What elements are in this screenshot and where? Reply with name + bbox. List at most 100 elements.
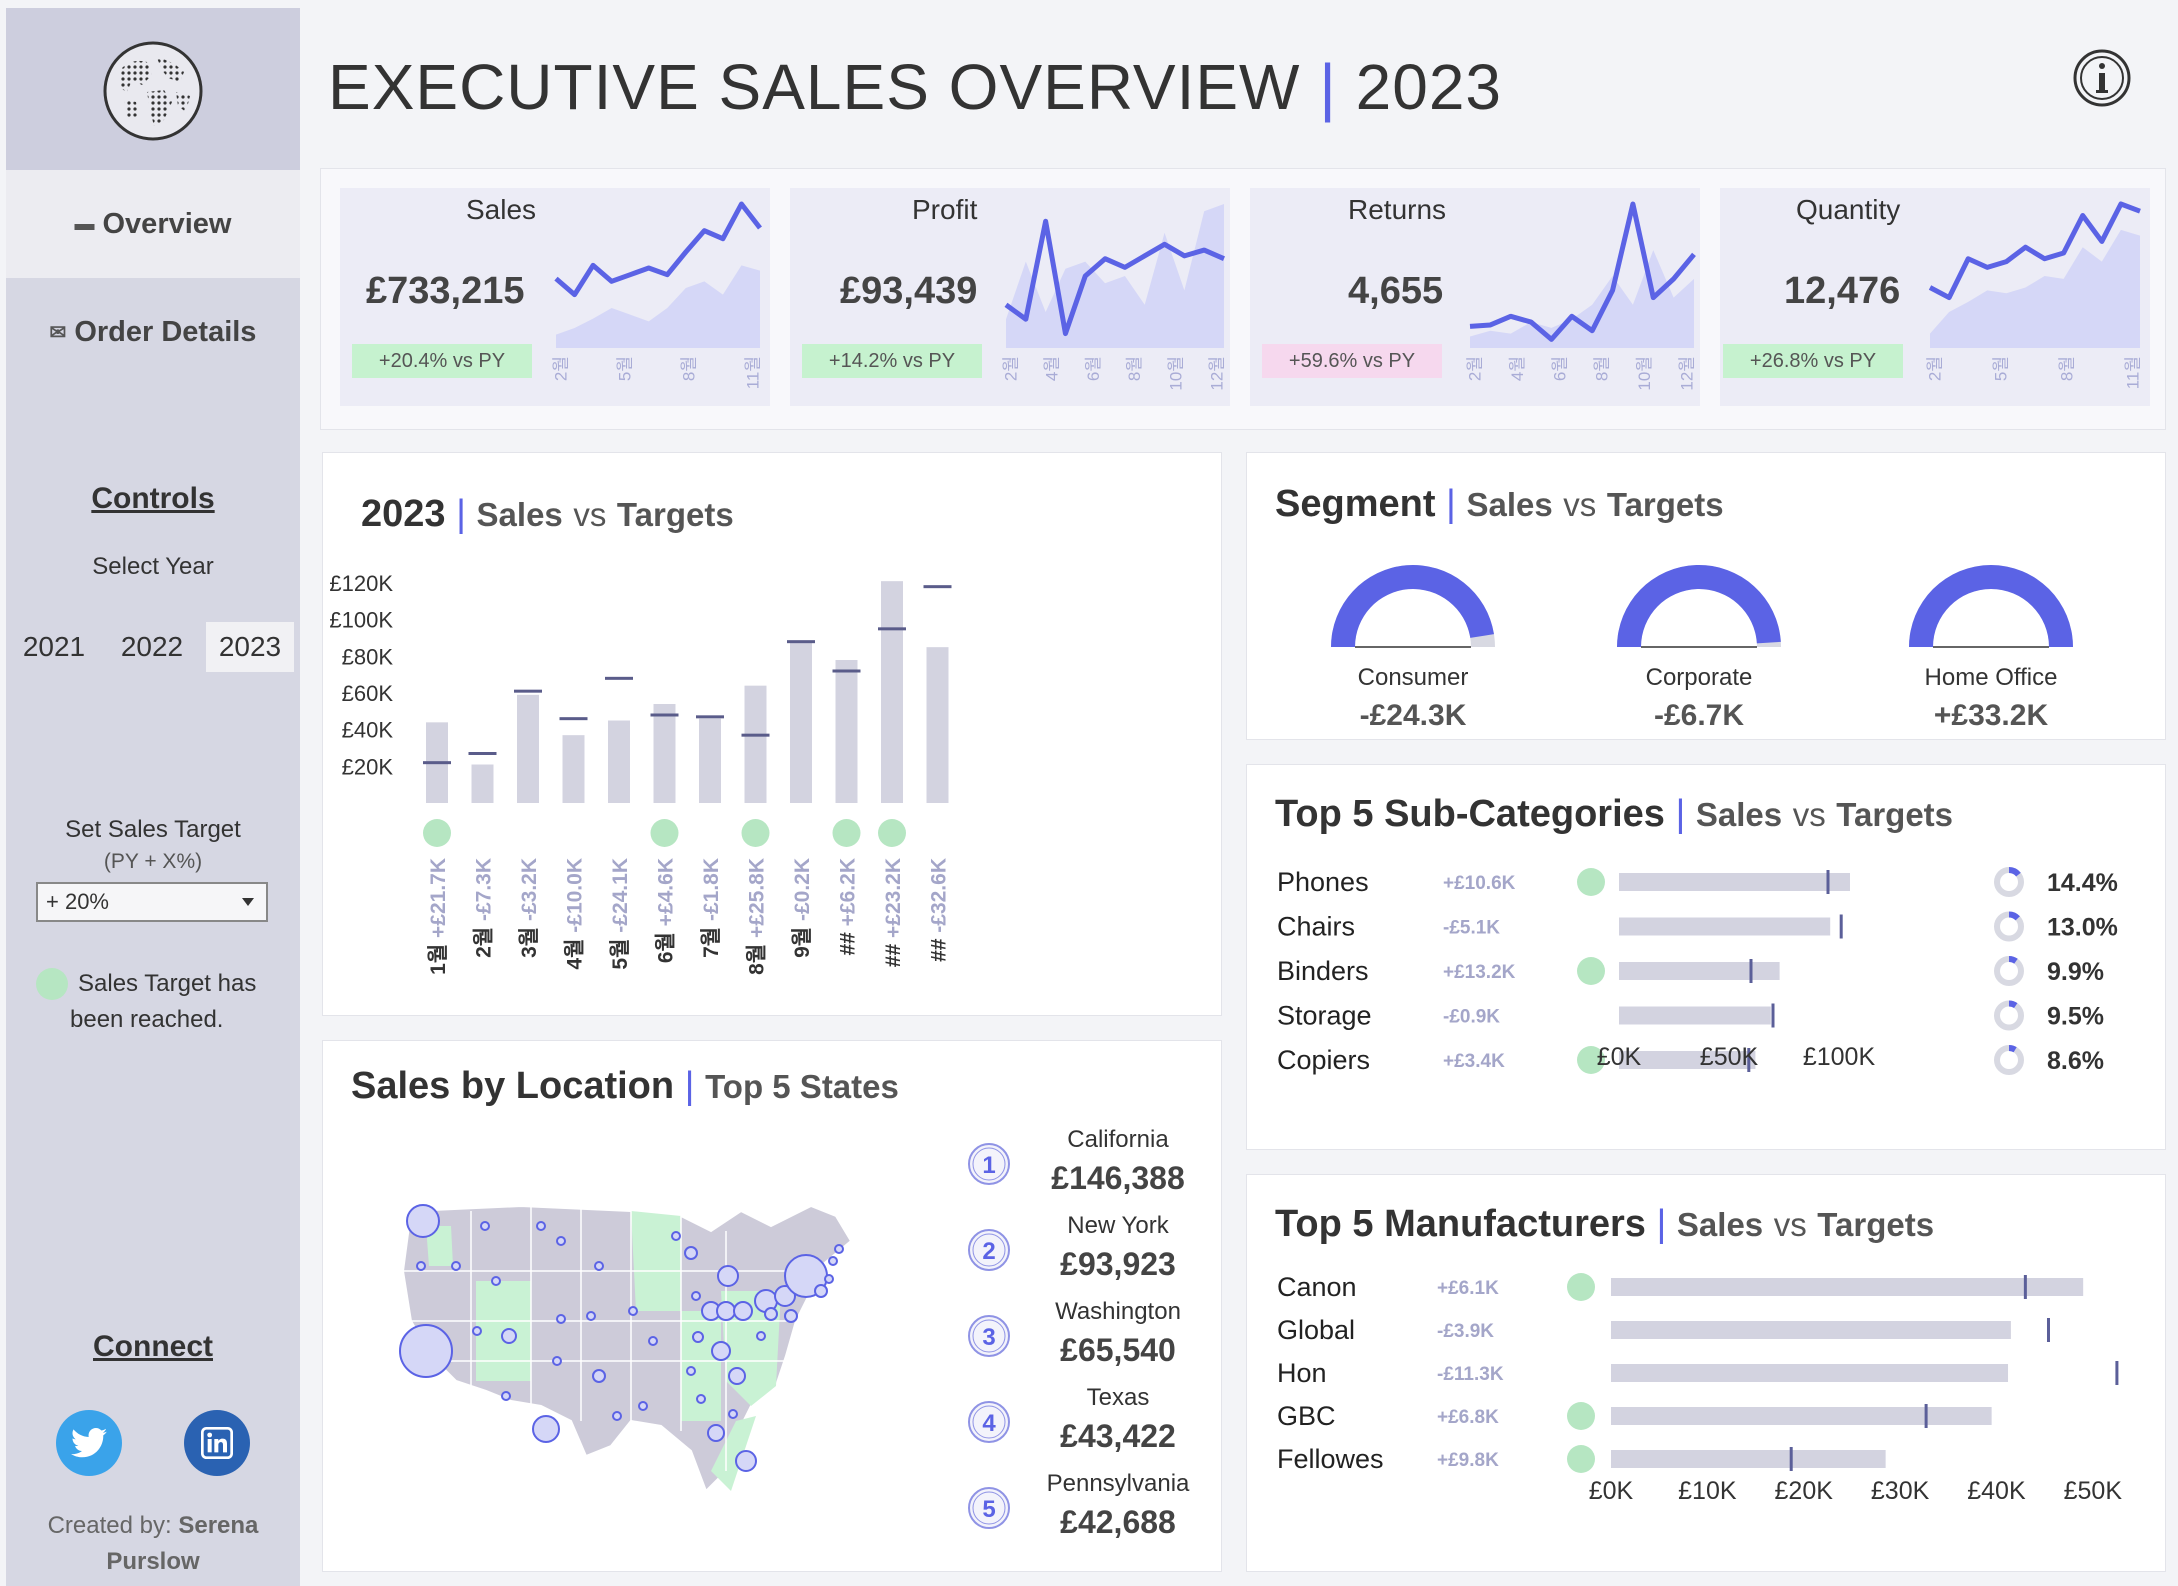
map-bubble <box>671 1231 681 1241</box>
map-bubble <box>472 1326 482 1336</box>
segment-gauges: Consumer -£24.3K Corporate -£6.7K Home Offic… <box>1331 565 2073 732</box>
month-label: ## +£6.2K <box>837 858 860 956</box>
nav-order-details[interactable]: ✉ Order Details <box>6 278 300 386</box>
sales-bar <box>471 764 494 803</box>
sparkline-month-label: 4월 <box>1508 356 1527 381</box>
nav-overview[interactable]: ▬ Overview <box>6 170 300 278</box>
map-bubble <box>451 1261 461 1271</box>
location-title: Sales by Location | Top 5 States <box>351 1065 899 1108</box>
diff-label: +£13.2K <box>1443 962 1516 983</box>
map-bubble <box>735 1450 757 1472</box>
y-axis-tick-label: £120K <box>329 571 393 596</box>
year-2021-button[interactable]: 2021 <box>22 631 86 662</box>
envelope-icon: ✉ <box>49 321 67 344</box>
manuf-title-sub: Sales <box>1676 1206 1764 1243</box>
sparkline-month-label: 8월 <box>1593 356 1612 381</box>
target-marker <box>2046 1318 2050 1342</box>
month-label: 4월 -£10.0K <box>564 858 587 970</box>
target-met-dot <box>878 819 906 847</box>
sales-vs-targets-chart: £20K £40K £60K £80K £100K £120K 1월 +£21.7K 2월 -… <box>329 571 952 975</box>
sparkline-previous-year-area <box>1930 229 2140 348</box>
info-icon[interactable] <box>2072 48 2132 108</box>
sales-bar <box>1611 1364 2009 1382</box>
x-axis-tick-label: £10K <box>1678 1477 1737 1505</box>
state-name-1: California <box>1067 1126 1169 1153</box>
year-2023-button[interactable]: 2023 <box>206 622 294 672</box>
sparkline-previous-year-area <box>1006 204 1224 348</box>
target-met-dot <box>1567 1445 1595 1473</box>
month-name: ## <box>882 938 905 967</box>
sales-bar <box>1619 962 1780 980</box>
target-marker <box>514 689 542 693</box>
target-met-dot <box>741 819 770 847</box>
month-name: 9월 <box>791 921 814 958</box>
legend-text-line1: Sales Target has <box>78 970 257 997</box>
state-value-1: £146,388 <box>1051 1160 1185 1196</box>
y-axis-tick-label: £100K <box>329 608 393 633</box>
state-value-2: £93,923 <box>1060 1246 1176 1282</box>
connect-heading: Connect <box>93 1330 213 1363</box>
page-title: EXECUTIVE SALES OVERVIEW | 2023 <box>328 50 1502 124</box>
subcat-title-separator: | <box>1675 793 1686 835</box>
sparkline-current-year-line <box>554 201 762 298</box>
x-axis-tick-label: £40K <box>1967 1477 2026 1505</box>
target-met-dot <box>650 819 679 847</box>
twitter-icon[interactable] <box>56 1410 122 1476</box>
map-bubble <box>592 1369 606 1383</box>
target-marker <box>559 717 588 721</box>
kpi-card-profit: Profit £93,439 +14.2% vs PY 2월 4월 6월 8월 10월 1… <box>790 188 1230 406</box>
share-ring-track <box>1994 1045 2024 1075</box>
kpi-change-returns: +59.6% vs PY <box>1262 344 1442 378</box>
diff-label: +£3.4K <box>1443 1051 1505 1072</box>
sales-target-label: Set Sales Target <box>65 816 241 843</box>
map-bubble <box>628 1306 638 1316</box>
month-name: ## <box>837 926 860 955</box>
y-axis-tick-label: £20K <box>342 754 394 779</box>
month-name: 7월 <box>700 921 723 958</box>
sales-bar <box>653 704 676 803</box>
diff-label: -£0.9K <box>1443 1007 1500 1028</box>
share-ring-fill <box>2008 911 2020 921</box>
map-bubble <box>399 1324 453 1378</box>
subcategories-chart: Phones +£10.6K Chairs -£5.1K Binders +£13.2K S… <box>1277 867 2118 1075</box>
target-marker <box>1789 1447 1793 1471</box>
rank-4-badge-icon: 4 <box>968 1401 1010 1443</box>
linkedin-icon[interactable] <box>184 1410 250 1476</box>
sparkline-month-label: 6월 <box>1084 356 1103 381</box>
sparkline-month-label: 4월 <box>1043 356 1062 381</box>
state-name-5: Pennsylvania <box>1046 1470 1190 1497</box>
svt-title-separator: | <box>456 493 466 535</box>
segment-panel: Segment | Sales vs Targets Consumer -£24.… <box>1246 452 2166 740</box>
sales-bar <box>835 660 858 803</box>
share-ring-fill <box>2008 1045 2017 1053</box>
sales-target-sublabel: (PY + X%) <box>103 850 203 873</box>
rank-5-text: 5 <box>982 1496 995 1523</box>
sparkline-month-label: 5월 <box>615 356 634 381</box>
rank-1-text: 1 <box>982 1152 995 1179</box>
sales-bar <box>562 735 585 803</box>
diff-label: -£3.2K <box>518 858 541 921</box>
sales-bar <box>744 685 767 803</box>
kpi-card-sales: Sales £733,215 +20.4% vs PY 2월 5월 8월 11월 <box>340 188 770 406</box>
location-panel: Sales by Location | Top 5 States <box>322 1040 1222 1572</box>
y-axis-tick-label: £60K <box>342 681 394 706</box>
sparkline-month-label: 12월 <box>1207 356 1226 391</box>
target-marker <box>1826 870 1830 894</box>
globe-logo-icon <box>103 41 203 141</box>
target-marker <box>605 676 633 680</box>
sales-vs-targets-title: 2023 | Sales vs Targets <box>361 493 734 536</box>
sparkline-current-year-line <box>1469 201 1696 342</box>
segment-diff-value: -£6.7K <box>1654 699 1744 732</box>
target-marker <box>1749 959 1753 983</box>
sales-bar <box>699 718 721 803</box>
kpi-sparkline-profit: 2월 4월 6월 8월 10월 12월 <box>1001 204 1226 391</box>
map-bubble <box>648 1336 658 1346</box>
target-reached-dot-icon <box>36 968 68 1000</box>
rank-4-text: 4 <box>982 1410 996 1437</box>
gauge-baseline <box>1355 646 1471 648</box>
sales-target-dropdown[interactable]: + 20% <box>36 882 268 922</box>
map-bubble <box>532 1415 560 1443</box>
diff-label: -£32.6K <box>928 858 951 933</box>
diff-label: +£25.8K <box>746 858 769 938</box>
year-2022-button[interactable]: 2022 <box>120 631 184 662</box>
